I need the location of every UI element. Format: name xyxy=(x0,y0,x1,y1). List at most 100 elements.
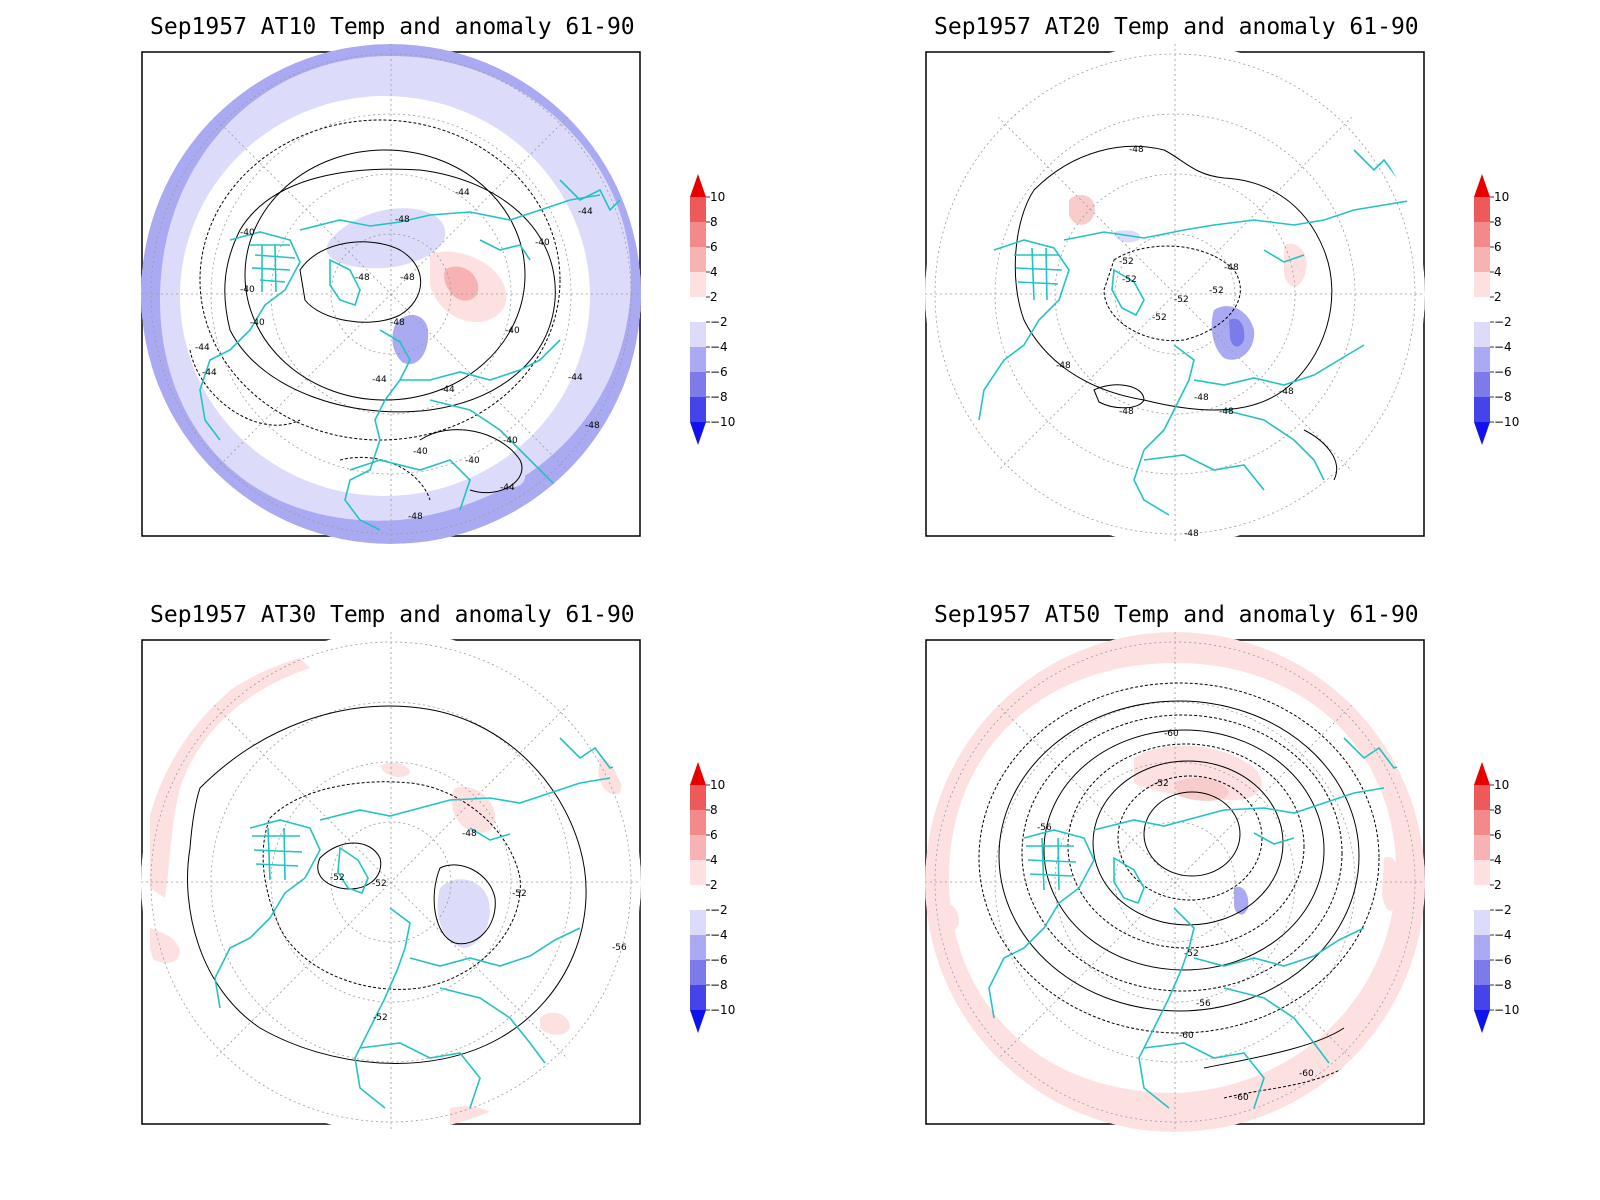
contour-label: -40 xyxy=(240,228,255,238)
contour-label: -52 xyxy=(512,889,527,899)
contour-label: -52 xyxy=(1174,295,1189,305)
colorbar-tick-label: −8 xyxy=(1494,978,1512,992)
colorbar: 10 8 6 4 2 −2 −4 −6 −8 −10 xyxy=(690,762,735,1033)
colorbar-tick-label: −6 xyxy=(710,365,728,379)
contour-label: -40 xyxy=(465,456,480,466)
panel-title: Sep1957 AT10 Temp and anomaly 61-90 xyxy=(150,14,635,40)
colorbar-tick-label: 6 xyxy=(710,828,718,842)
contour-label: -52 xyxy=(1122,275,1137,285)
contour-labels: -40 -44 -48 -40 -44 -48 -40 -44 -40 -40 … xyxy=(195,188,600,522)
contour-label: -40 xyxy=(250,318,265,328)
contour-label: -56 xyxy=(612,943,627,953)
contour-label: -44 xyxy=(578,207,593,217)
panel-title: Sep1957 AT30 Temp and anomaly 61-90 xyxy=(150,602,635,628)
colorbar: 10 8 6 4 2 −2 −4 −6 −8 −10 xyxy=(690,174,735,445)
colorbar-tick-label: −10 xyxy=(710,1003,735,1017)
colorbar-tick-label: 8 xyxy=(710,803,718,817)
contour-label: -48 xyxy=(462,829,477,839)
contour-label: -40 xyxy=(240,285,255,295)
colorbar-tick-label: −4 xyxy=(710,340,728,354)
map-panel-at10: Sep1957 AT10 Temp and anomaly 61-90 xyxy=(0,0,780,590)
contour-label: -44 xyxy=(372,375,387,385)
colorbar-tick-label: −8 xyxy=(710,978,728,992)
colorbar-tick-label: 10 xyxy=(1494,778,1509,792)
colorbar-tick-label: 8 xyxy=(1494,215,1502,229)
map-at50: -60 -52 -56 -52 -56 -60 -60 -60 xyxy=(925,632,1519,1132)
colorbar-tick-label: −6 xyxy=(710,953,728,967)
contour-label: -60 xyxy=(1234,1093,1249,1103)
colorbar-tick-label: 2 xyxy=(1494,290,1502,304)
colorbar-tick-label: 2 xyxy=(1494,878,1502,892)
contour-label: -48 xyxy=(1056,361,1071,371)
contour-label: -48 xyxy=(1119,407,1134,417)
colorbar-tick-label: 8 xyxy=(710,215,718,229)
contour-label: -48 xyxy=(1219,407,1234,417)
contour-labels: -48 -52 -52 -52 -52 -48 -48 -48 -48 -48 … xyxy=(1056,145,1294,539)
colorbar-tick-label: −4 xyxy=(1494,928,1512,942)
contour-label: -56 xyxy=(1037,823,1052,833)
contour-label: -52 xyxy=(1119,257,1134,267)
map-panel-at20: Sep1957 AT20 Temp and anomaly 61-90 xyxy=(784,0,1564,590)
contour-labels: -60 -52 -56 -52 -56 -60 -60 -60 xyxy=(1037,729,1314,1103)
colorbar-tick-label: 2 xyxy=(710,878,718,892)
contour-label: -48 xyxy=(395,215,410,225)
panel-title: Sep1957 AT20 Temp and anomaly 61-90 xyxy=(934,14,1419,40)
colorbar-tick-label: −2 xyxy=(1494,903,1512,917)
map-at30: -48 -52 -52 -52 -52 -56 10 xyxy=(141,632,735,1132)
contour-label: -44 xyxy=(568,373,583,383)
colorbar-tick-label: 2 xyxy=(710,290,718,304)
contour-label: -60 xyxy=(1299,1069,1314,1079)
contour-labels: -48 -52 -52 -52 -52 -56 xyxy=(330,829,627,1023)
contour-label: -40 xyxy=(505,326,520,336)
colorbar-tick-label: 10 xyxy=(1494,190,1509,204)
contour-label: -52 xyxy=(1209,286,1224,296)
colorbar-tick-label: 4 xyxy=(710,853,718,867)
contour-label: -48 xyxy=(1279,387,1294,397)
contour-label: -40 xyxy=(535,238,550,248)
contour-label: -44 xyxy=(202,368,217,378)
colorbar-tick-label: 10 xyxy=(710,190,725,204)
contour-label: -48 xyxy=(1224,263,1239,273)
map-at20: -48 -52 -52 -52 -52 -48 -48 -48 -48 -48 … xyxy=(925,44,1519,544)
panel-title: Sep1957 AT50 Temp and anomaly 61-90 xyxy=(934,602,1419,628)
colorbar: 10 8 6 4 2 −2 −4 −6 −8 −10 xyxy=(1474,762,1519,1033)
contour-label: -48 xyxy=(1184,529,1199,539)
contour-label: -44 xyxy=(195,343,210,353)
contour-label: -48 xyxy=(400,273,415,283)
contour-label: -44 xyxy=(500,483,515,493)
contour-label: -52 xyxy=(1184,949,1199,959)
colorbar-tick-label: −4 xyxy=(1494,340,1512,354)
contour-label: -48 xyxy=(585,421,600,431)
contour-label: -52 xyxy=(330,873,345,883)
colorbar-tick-label: −8 xyxy=(710,390,728,404)
contour-label: -52 xyxy=(1152,313,1167,323)
map-panel-at30: Sep1957 AT30 Temp and anomaly 61-90 xyxy=(0,588,780,1178)
contour-label: -48 xyxy=(1194,393,1209,403)
colorbar-tick-label: −6 xyxy=(1494,953,1512,967)
contour-label: -44 xyxy=(455,188,470,198)
contour-label: -48 xyxy=(408,512,423,522)
contour-label: -60 xyxy=(1179,1031,1194,1041)
colorbar-tick-label: 6 xyxy=(1494,828,1502,842)
colorbar-tick-label: −2 xyxy=(1494,315,1512,329)
contour-label: -44 xyxy=(440,385,455,395)
colorbar-tick-label: −6 xyxy=(1494,365,1512,379)
colorbar-tick-label: 8 xyxy=(1494,803,1502,817)
contour-label: -40 xyxy=(503,436,518,446)
contour-label: -52 xyxy=(373,1013,388,1023)
contour-label: -48 xyxy=(355,273,370,283)
colorbar-tick-label: 4 xyxy=(1494,265,1502,279)
colorbar-tick-label: −2 xyxy=(710,903,728,917)
contour-label: -40 xyxy=(413,447,428,457)
colorbar-tick-label: 10 xyxy=(710,778,725,792)
colorbar-tick-label: 4 xyxy=(710,265,718,279)
colorbar-tick-label: 6 xyxy=(710,240,718,254)
colorbar-tick-label: −10 xyxy=(1494,1003,1519,1017)
map-at10: -40 -44 -48 -40 -44 -48 -40 -44 -40 -40 … xyxy=(141,44,735,544)
contour-label: -60 xyxy=(1164,729,1179,739)
map-panel-at50: Sep1957 AT50 Temp and anomaly 61-90 xyxy=(784,588,1564,1178)
contour-label: -52 xyxy=(372,879,387,889)
contour-label: -48 xyxy=(390,318,405,328)
contour-label: -56 xyxy=(1196,999,1211,1009)
contour-label: -48 xyxy=(1129,145,1144,155)
